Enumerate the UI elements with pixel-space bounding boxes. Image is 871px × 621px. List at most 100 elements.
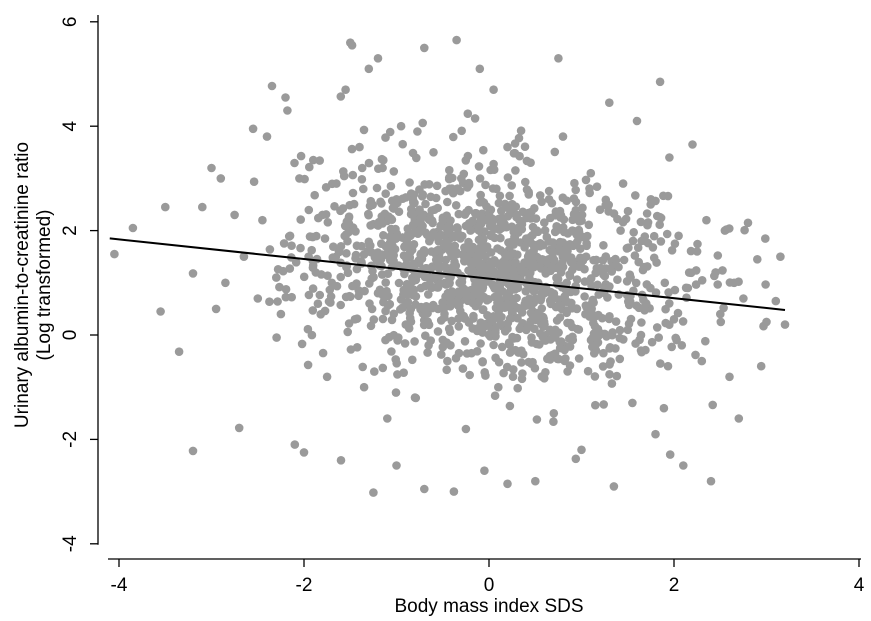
data-point <box>511 166 520 175</box>
data-point <box>347 144 357 154</box>
data-point <box>661 304 670 314</box>
data-point <box>667 246 677 255</box>
data-point <box>630 251 640 260</box>
data-point <box>358 362 368 372</box>
y-tick-label: 0 <box>60 330 81 341</box>
data-point <box>265 245 275 254</box>
data-point <box>373 221 383 230</box>
data-point <box>410 393 420 402</box>
y-tick-label: -2 <box>60 431 81 448</box>
data-point <box>315 290 325 300</box>
data-point <box>571 454 581 464</box>
data-point <box>486 231 496 241</box>
y-axis-ticks: -4 -2 0 2 4 6 <box>60 17 98 552</box>
data-point <box>619 255 629 265</box>
data-point <box>424 180 434 189</box>
data-point <box>322 372 332 382</box>
data-point <box>598 362 608 371</box>
data-point <box>607 379 617 388</box>
data-point <box>708 400 717 410</box>
data-point <box>355 142 364 152</box>
data-point <box>546 266 555 276</box>
data-point <box>381 189 391 198</box>
data-point <box>296 215 306 224</box>
data-point <box>283 106 292 115</box>
data-point <box>330 202 339 211</box>
data-point <box>621 214 631 224</box>
data-point <box>464 237 473 247</box>
data-point <box>377 239 386 248</box>
data-point <box>589 255 598 265</box>
data-point <box>446 216 455 225</box>
data-point <box>540 218 549 227</box>
data-point <box>593 280 602 290</box>
data-point <box>560 345 569 355</box>
data-point <box>299 272 309 282</box>
data-point <box>415 185 424 194</box>
data-point <box>304 290 314 300</box>
data-point <box>490 324 500 334</box>
data-point <box>287 292 297 302</box>
data-point <box>299 448 309 457</box>
data-point <box>488 217 497 226</box>
data-point <box>633 243 643 252</box>
data-point <box>566 319 575 329</box>
data-point <box>651 288 661 297</box>
data-point <box>383 269 393 279</box>
data-point <box>482 202 491 211</box>
data-point <box>688 140 697 149</box>
data-point <box>605 344 614 353</box>
x-axis-title: Body mass index SDS <box>394 596 583 617</box>
data-point <box>713 251 723 260</box>
data-point <box>460 337 470 346</box>
data-point <box>290 158 299 168</box>
data-point <box>329 242 338 251</box>
data-point <box>549 289 559 299</box>
data-point <box>278 266 288 276</box>
data-point <box>554 354 564 364</box>
data-point <box>389 167 399 176</box>
data-point <box>424 341 433 350</box>
data-point <box>468 298 478 308</box>
data-point <box>673 308 683 318</box>
data-point <box>563 367 572 376</box>
data-point <box>691 280 701 289</box>
data-point <box>425 215 434 225</box>
data-point <box>188 269 198 278</box>
data-point <box>654 333 663 342</box>
data-point <box>365 279 374 288</box>
data-point <box>513 383 522 393</box>
data-point <box>643 262 652 271</box>
data-point <box>509 334 519 343</box>
data-point <box>490 391 500 401</box>
data-point <box>272 273 281 282</box>
data-point <box>343 327 353 337</box>
data-point <box>392 195 401 204</box>
data-point <box>542 232 552 242</box>
data-point <box>340 221 350 231</box>
data-point <box>771 296 781 306</box>
data-point <box>486 248 496 257</box>
data-point <box>562 196 571 205</box>
data-point <box>475 174 485 183</box>
data-point <box>309 155 318 165</box>
data-point <box>524 187 533 197</box>
data-point <box>472 347 482 356</box>
data-point <box>325 285 335 295</box>
data-point <box>239 252 249 261</box>
data-point <box>655 220 664 229</box>
data-point <box>455 290 464 299</box>
data-point <box>497 206 506 216</box>
data-point <box>400 288 409 298</box>
data-point <box>424 320 434 330</box>
data-point <box>445 165 454 175</box>
data-point <box>378 314 388 324</box>
data-point <box>343 236 352 246</box>
data-point <box>598 256 608 265</box>
data-point <box>541 336 550 345</box>
data-point <box>308 263 318 273</box>
data-point <box>516 262 526 272</box>
data-point <box>373 288 383 298</box>
data-point <box>323 218 333 227</box>
data-point <box>411 292 421 301</box>
